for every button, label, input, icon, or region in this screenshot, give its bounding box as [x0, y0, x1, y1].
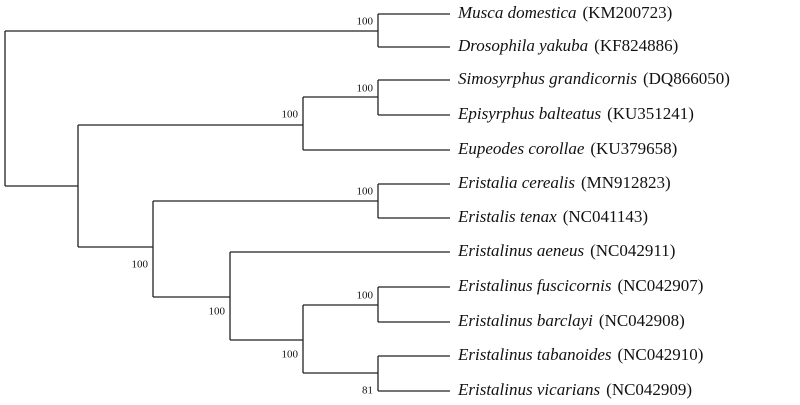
- support-label: 100: [357, 186, 374, 198]
- clade-musca: [377, 13, 450, 48]
- accession: (KU379658): [590, 139, 677, 158]
- accession: (NC042908): [599, 311, 685, 330]
- support-values: 100 100 100 100 100 100 100 100 81: [132, 16, 374, 397]
- clade-eristalinus: [229, 251, 450, 341]
- leaf-label: Eristalinus vicarians (NC042909): [457, 380, 692, 399]
- support-label: 100: [357, 83, 374, 95]
- leaf-label: Episyrphus balteatus (KU351241): [457, 104, 694, 123]
- species-name: Eristalinus fuscicornis: [457, 276, 612, 295]
- support-label: 100: [209, 306, 226, 318]
- leaf-label: Musca domestica (KM200723): [457, 3, 672, 22]
- clade-eristalini: [152, 200, 378, 298]
- support-label: 100: [357, 290, 374, 302]
- clade-eristalis: [377, 183, 450, 219]
- clade-fuscicornis: [377, 286, 450, 323]
- leaf-label: Simosyrphus grandicornis (DQ866050): [458, 69, 730, 88]
- accession: (DQ866050): [643, 69, 730, 88]
- accession: (NC042910): [617, 345, 703, 364]
- leaf-label: Eristalia cerealis (MN912823): [457, 173, 671, 192]
- leaf-label: Eupeodes corollae (KU379658): [457, 139, 677, 158]
- leaf-labels: Musca domestica (KM200723) Drosophila yaku…: [457, 3, 730, 399]
- accession: (KU351241): [607, 104, 694, 123]
- support-label: 100: [132, 259, 149, 271]
- species-name: Eristalia cerealis: [457, 173, 575, 192]
- support-label: 81: [362, 385, 373, 397]
- leaf-label: Eristalinus fuscicornis (NC042907): [457, 276, 703, 295]
- leaf-label: Eristalinus tabanoides (NC042910): [457, 345, 703, 364]
- clade-syrphidae: [77, 124, 303, 248]
- root-branch: [4, 30, 378, 187]
- species-name: Drosophila yakuba: [457, 36, 588, 55]
- leaf-label: Drosophila yakuba (KF824886): [457, 36, 678, 55]
- clade-eristalinus-sub: [302, 304, 378, 374]
- species-name: Eristalinus tabanoides: [457, 345, 612, 364]
- accession: (KF824886): [594, 36, 678, 55]
- accession: (NC042907): [617, 276, 703, 295]
- leaf-label: Eristalinus aeneus (NC042911): [457, 241, 675, 260]
- species-name: Eristalinus barclayi: [457, 311, 593, 330]
- accession: (NC041143): [563, 207, 648, 226]
- species-name: Musca domestica: [457, 3, 577, 22]
- support-label: 100: [357, 16, 374, 28]
- species-name: Eupeodes corollae: [457, 139, 585, 158]
- accession: (NC042909): [606, 380, 692, 399]
- clade-tabanoides: [377, 355, 450, 392]
- species-name: Episyrphus balteatus: [457, 104, 601, 123]
- support-label: 100: [282, 109, 299, 121]
- species-name: Simosyrphus grandicornis: [458, 69, 637, 88]
- clade-simosyrphus: [377, 79, 450, 116]
- branches: [4, 13, 450, 392]
- leaf-label: Eristalinus barclayi (NC042908): [457, 311, 685, 330]
- accession: (NC042911): [590, 241, 675, 260]
- support-label: 100: [282, 349, 299, 361]
- species-name: Eristalinus aeneus: [457, 241, 584, 260]
- leaf-label: Eristalis tenax (NC041143): [457, 207, 648, 226]
- accession: (MN912823): [581, 173, 671, 192]
- clade-syrphini: [302, 96, 450, 151]
- accession: (KM200723): [583, 3, 673, 22]
- species-name: Eristalis tenax: [457, 207, 557, 226]
- species-name: Eristalinus vicarians: [457, 380, 601, 399]
